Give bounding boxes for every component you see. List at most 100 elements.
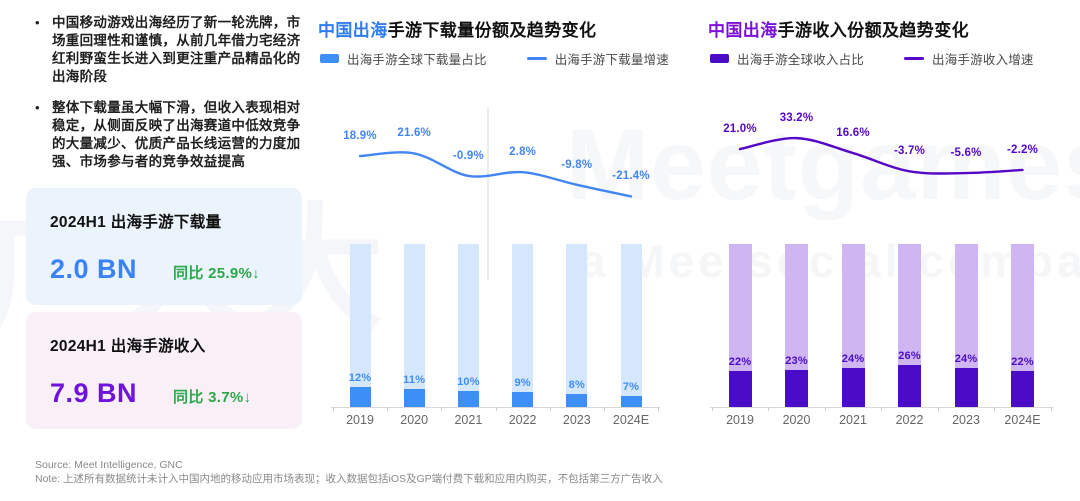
x-axis-tick [937, 407, 939, 411]
chart-title: 中国出海手游下载量份额及趋势变化 [318, 16, 596, 41]
x-axis-label: 2021 [454, 413, 483, 427]
line-value-label: -5.6% [950, 147, 982, 160]
bullet-dot-icon: • [35, 15, 40, 30]
bullet-list: • 中国移动游戏出海经历了新一轮洗牌，市场重回理性和谨慎，从前几年借力宅经济红利… [35, 14, 311, 171]
growth-line [358, 151, 633, 198]
bar-total [403, 244, 425, 407]
stat-card-value: 7.9 BN [50, 378, 138, 408]
chart-title-accent: 中国出海 [318, 21, 388, 40]
legend-item-bar: 出海手游全球下载量占比 [320, 49, 487, 68]
bar-value-label: 11% [403, 374, 426, 387]
watermark-divider-line [487, 108, 489, 280]
footer-note: Note: 上述所有数据统计未计入中国内地的移动应用市场表现；收入数据包括iOS… [35, 472, 663, 485]
bar-value-label: 22% [728, 356, 752, 369]
bar-share [620, 395, 642, 407]
x-axis-tick [768, 407, 770, 411]
bar-share [728, 371, 752, 407]
bar-total [620, 244, 642, 407]
stat-card-yoy: 同比 3.7%↓ [173, 389, 252, 406]
line-value-label: 21.0% [723, 123, 757, 136]
line-value-label: -21.4% [612, 170, 650, 183]
chart-title: 中国出海手游收入份额及趋势变化 [708, 16, 969, 41]
legend-item-bar: 出海手游全球收入占比 [710, 49, 864, 68]
chart-legend: 出海手游全球下载量占比 出海手游下载量增速 [320, 49, 669, 68]
x-axis-label: 2020 [400, 413, 429, 427]
legend-label: 出海手游全球下载量占比 [347, 53, 487, 67]
line-value-label: 16.6% [836, 127, 870, 140]
bar-value-label: 8% [568, 378, 585, 391]
x-axis-label: 2020 [782, 413, 811, 427]
x-axis-tick [881, 407, 883, 411]
chart-title-rest: 手游收入份额及趋势变化 [777, 21, 970, 40]
downloads-stat-card: 2024H1 出海手游下载量 2.0 BN 同比 25.9%↓ [26, 188, 302, 305]
x-axis-label: 2019 [726, 413, 754, 427]
x-axis-tick [495, 407, 497, 411]
chart-plot-area: 22% 2019 23% 2020 24% 2021 26% 2022 24% 2023 22% 20… [708, 0, 1060, 460]
revenue-stat-card: 2024H1 出海手游收入 7.9 BN 同比 3.7%↓ [26, 312, 302, 429]
x-axis-label: 2023 [952, 413, 980, 427]
bar-value-label: 24% [841, 352, 865, 365]
x-axis-label: 2021 [839, 413, 867, 427]
bar-total [954, 244, 978, 407]
legend-item-line: 出海手游下载量增速 [526, 49, 670, 68]
bar-total [457, 244, 479, 407]
line-swatch-icon [904, 57, 925, 60]
x-axis-label: 2022 [508, 413, 537, 427]
footer-source: Source: Meet Intelligence, GNC [35, 459, 183, 471]
stat-card-title: 2024H1 出海手游收入 [50, 338, 206, 355]
line-value-label: -0.9% [452, 149, 484, 162]
bullet-item: • 中国移动游戏出海经历了新一轮洗牌，市场重回理性和谨慎，从前几年借力宅经济红利… [35, 14, 311, 86]
chart-title-rest: 手游下载量份额及趋势变化 [387, 21, 597, 40]
bar-total [728, 244, 752, 407]
x-axis-tick [658, 407, 660, 411]
x-axis-tick [603, 407, 605, 411]
x-axis-label: 2024E [1004, 413, 1041, 427]
line-value-label: 33.2% [779, 112, 814, 125]
stat-card-yoy: 同比 25.9%↓ [173, 265, 260, 282]
bar-share [954, 367, 978, 407]
bar-total [349, 244, 371, 407]
bullet-text: 整体下载量虽大幅下滑，但收入表现相对稳定，从侧面反映了出海赛道中低效竞争的大量减… [52, 100, 301, 169]
bar-share [457, 390, 479, 407]
chart-legend: 出海手游全球收入占比 出海手游收入增速 [710, 49, 1034, 68]
line-value-label: -3.7% [893, 145, 926, 158]
growth-line [738, 136, 1024, 175]
line-value-label: -2.2% [1006, 143, 1039, 156]
x-axis-label: 2022 [895, 413, 924, 427]
bar-share [1011, 371, 1034, 407]
x-axis-tick [1050, 407, 1052, 411]
legend-label: 出海手游全球收入占比 [737, 53, 865, 67]
legend-label: 出海手游下载量增速 [554, 53, 670, 67]
x-axis-tick [332, 407, 334, 411]
footer: Source: Meet Intelligence, GNC Note: 上述所… [35, 459, 663, 486]
bar-value-label: 12% [348, 372, 372, 385]
x-axis-tick [549, 407, 551, 411]
bar-value-label: 26% [898, 349, 921, 362]
x-axis-tick [441, 407, 443, 411]
legend-label: 出海手游收入增速 [932, 53, 1034, 67]
x-axis-label: 2023 [562, 413, 591, 427]
stat-card-title: 2024H1 出海手游下载量 [50, 214, 222, 231]
bullet-text: 中国移动游戏出海经历了新一轮洗牌，市场重回理性和谨慎，从前几年借力宅经济红利野蛮… [52, 15, 301, 84]
bar-share [403, 389, 425, 407]
bullet-dot-icon: • [35, 100, 40, 115]
stat-card-value: 2.0 BN [50, 254, 138, 284]
bar-swatch-icon [320, 54, 339, 63]
line-value-label: 2.8% [509, 146, 537, 159]
x-axis-tick [994, 407, 996, 411]
bar-value-label: 22% [1011, 356, 1034, 369]
bar-share [841, 367, 865, 407]
downloads-chart: 中国出海手游下载量份额及趋势变化 出海手游全球下载量占比 出海手游下载量增速 1… [318, 0, 669, 460]
x-axis-tick [824, 407, 826, 411]
bar-value-label: 23% [785, 354, 808, 367]
legend-item-line: 出海手游收入增速 [904, 49, 1034, 68]
x-axis-tick [387, 407, 389, 411]
bar-value-label: 7% [622, 380, 640, 393]
chart-title-accent: 中国出海 [708, 21, 778, 40]
bar-total [785, 244, 808, 407]
bar-share [512, 392, 534, 407]
bar-value-label: 10% [457, 375, 480, 388]
bar-value-label: 24% [954, 352, 978, 365]
bar-total [841, 244, 865, 407]
x-axis-label: 2019 [346, 413, 374, 427]
